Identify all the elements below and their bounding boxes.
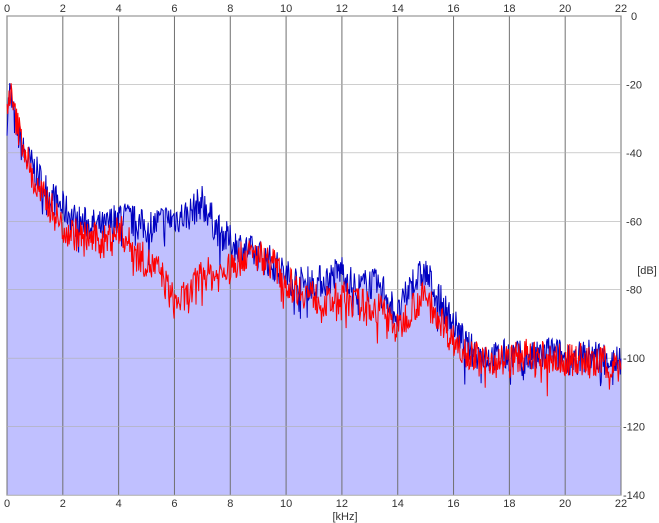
x-tick-label-top: 2 [60,3,66,15]
y-axis-ticks: 0 -20 -40 -60 -80 -100 -120 -140 [623,11,645,502]
series-line-2 [6,83,622,397]
x-tick-label-top: 20 [559,3,571,15]
y-tick-label: -100 [623,353,645,365]
x-tick-label-bottom: 6 [171,498,177,510]
y-tick-label: -60 [626,216,642,228]
spectrum-fill [7,83,621,495]
x-tick-label-bottom: 18 [503,498,515,510]
x-tick-label-top: 0 [4,3,10,15]
x-tick-label-top: 12 [336,3,348,15]
x-tick-label-bottom: 22 [615,498,627,510]
x-tick-label-top: 18 [503,3,515,15]
y-tick-label: -140 [623,490,645,502]
x-tick-label-bottom: 10 [280,498,292,510]
x-tick-label-bottom: 8 [227,498,233,510]
x-tick-label-bottom: 0 [4,498,10,510]
y-axis-label: [dB] [637,265,657,277]
x-tick-label-top: 14 [392,3,404,15]
x-tick-label-top: 22 [615,3,627,15]
x-tick-label-bottom: 2 [60,498,66,510]
y-tick-label: -40 [626,148,642,160]
y-tick-label: 0 [631,11,637,23]
x-tick-label-top: 6 [171,3,177,15]
x-tick-label-top: 4 [116,3,122,15]
y-tick-label: -20 [626,79,642,91]
x-tick-label-top: 16 [447,3,459,15]
x-tick-label-bottom: 12 [336,498,348,510]
y-tick-label: -120 [623,422,645,434]
series-lines [6,83,622,397]
x-tick-label-bottom: 14 [392,498,404,510]
x-tick-label-top: 10 [280,3,292,15]
y-tick-label: -80 [626,285,642,297]
x-tick-label-bottom: 16 [447,498,459,510]
x-tick-label-bottom: 20 [559,498,571,510]
x-tick-label-top: 8 [227,3,233,15]
x-tick-label-bottom: 4 [116,498,122,510]
x-axis-label: [kHz] [332,511,357,523]
spectrum-fill-area [7,83,621,495]
